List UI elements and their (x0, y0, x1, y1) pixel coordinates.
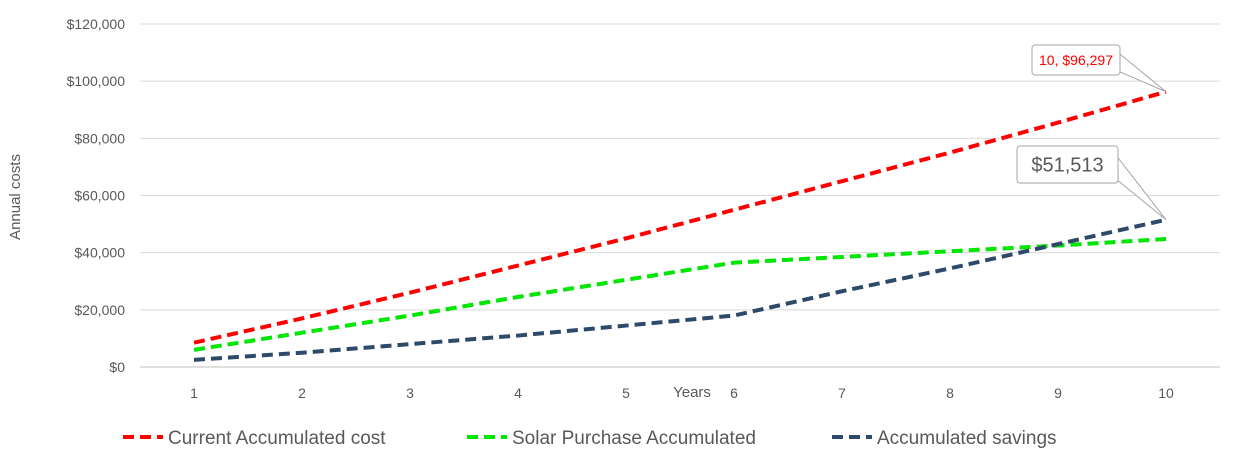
gridlines (140, 23, 1220, 368)
legend-entry: Accumulated savings (832, 428, 1057, 449)
y-tick-label: $60,000 (74, 188, 125, 204)
legend-label: Current Accumulated cost (168, 428, 386, 449)
y-tick-label: $40,000 (74, 245, 125, 261)
callout-pointer (1117, 52, 1167, 93)
y-tick-label: $120,000 (67, 16, 126, 32)
x-tick-label: 1 (190, 385, 198, 401)
data-annotations: 10, $96,297 $51,513 (1016, 44, 1167, 221)
series-line-3 (193, 217, 1167, 362)
legend-entry: Solar Purchase Accumulated (467, 428, 756, 449)
x-tick-label: 9 (1054, 385, 1062, 401)
data-label: 10, $96,297 (1039, 52, 1113, 68)
x-axis-title: Years (673, 384, 711, 401)
x-tick-label: 6 (730, 385, 738, 401)
data-callout: 10, $96,297 (1031, 44, 1167, 93)
callout-box (1031, 44, 1121, 76)
x-tick-label: 3 (406, 385, 414, 401)
x-tick-label: 8 (946, 385, 954, 401)
series-line-2 (193, 236, 1167, 352)
data-callout: $51,513 (1016, 145, 1167, 221)
legend-entry: Current Accumulated cost (123, 428, 386, 449)
y-tick-label: $100,000 (67, 73, 126, 89)
series-lines (193, 89, 1167, 362)
legend-label: Solar Purchase Accumulated (512, 428, 756, 449)
y-tick-label: $0 (109, 359, 125, 375)
x-tick-label: 5 (622, 385, 630, 401)
x-axis-ticks: 1 2 3 4 5 6 7 8 9 10 (190, 385, 1174, 401)
y-axis-ticks: $0 $20,000 $40,000 $60,000 $80,000 $100,000 $1… (67, 16, 126, 375)
y-tick-label: $20,000 (74, 302, 125, 318)
callout-pointer (1115, 154, 1167, 221)
legend: Current Accumulated cost Solar Purchase A… (123, 428, 1057, 449)
x-tick-label: 7 (838, 385, 846, 401)
data-label: $51,513 (1031, 155, 1103, 177)
x-tick-label: 10 (1158, 385, 1174, 401)
y-tick-label: $80,000 (74, 130, 125, 146)
callout-box (1016, 145, 1119, 184)
y-axis-title: Annual costs (7, 154, 24, 240)
legend-label: Accumulated savings (877, 428, 1057, 449)
series-line-1 (193, 89, 1167, 345)
x-tick-label: 4 (514, 385, 522, 401)
x-tick-label: 2 (298, 385, 306, 401)
